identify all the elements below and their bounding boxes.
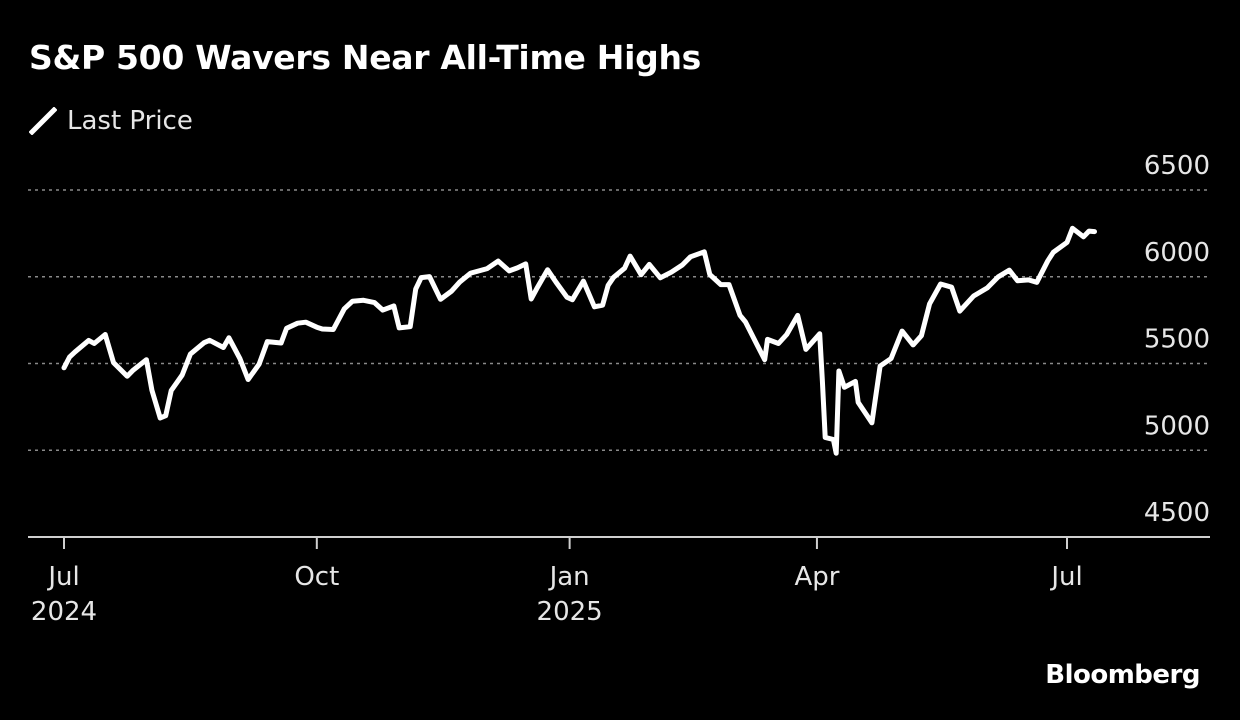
y-tick-label: 6000 xyxy=(1144,238,1210,268)
y-tick-label: 5000 xyxy=(1144,411,1210,441)
y-tick-label: 4500 xyxy=(1144,498,1210,528)
bloomberg-logo: Bloomberg xyxy=(1045,660,1200,690)
series-line-last-price xyxy=(61,225,1097,456)
x-tick-label: Jan xyxy=(548,562,590,592)
legend-label: Last Price xyxy=(67,106,193,136)
x-tick-label: Jul xyxy=(1049,562,1082,592)
x-tick-label: Jul xyxy=(46,562,79,592)
gridlines xyxy=(28,189,1210,452)
x-tick-sublabel: 2025 xyxy=(537,597,603,627)
chart-title: S&P 500 Wavers Near All-Time Highs xyxy=(29,38,701,77)
x-axis-ticks: Jul 2024 Oct Jan 2025 Apr Jul xyxy=(31,537,1083,627)
line-swatch-icon xyxy=(29,107,57,135)
y-tick-label: 6500 xyxy=(1144,151,1210,181)
x-tick-label: Oct xyxy=(294,562,339,592)
y-tick-label: 5500 xyxy=(1144,325,1210,355)
x-tick-sublabel: 2024 xyxy=(31,597,97,627)
x-tick-label: Apr xyxy=(794,562,839,592)
legend: Last Price xyxy=(29,106,193,136)
y-axis-ticks: 4500 5000 5500 6000 6500 xyxy=(1144,151,1210,528)
